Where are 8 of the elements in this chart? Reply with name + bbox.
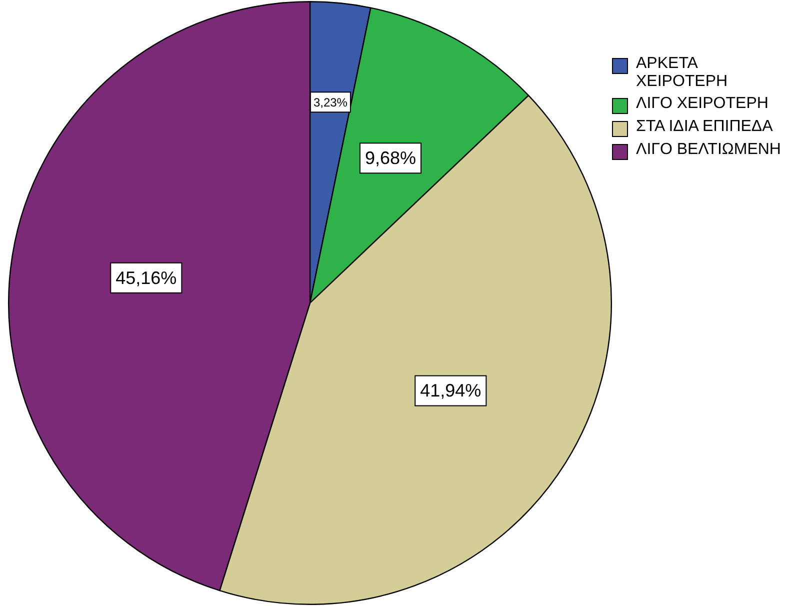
legend-label: ΛΙΓΟ ΧΕΙΡΟΤΕΡΗ (636, 95, 768, 113)
data-label: 41,94% (420, 380, 482, 401)
data-label: 3,23% (313, 95, 348, 110)
legend-label: ΣΤΑ ΙΔΙΑ ΕΠΙΠΕΔΑ (636, 118, 773, 136)
data-label: 9,68% (364, 148, 416, 168)
data-label: 45,16% (116, 268, 177, 288)
legend-label: ΑΡΚΕΤΑ ΧΕΙΡΟΤΕΡΗ (636, 55, 729, 91)
legend-label: ΛΙΓΟ ΒΕΛΤΙΩΜΕΝΗ (636, 141, 781, 159)
